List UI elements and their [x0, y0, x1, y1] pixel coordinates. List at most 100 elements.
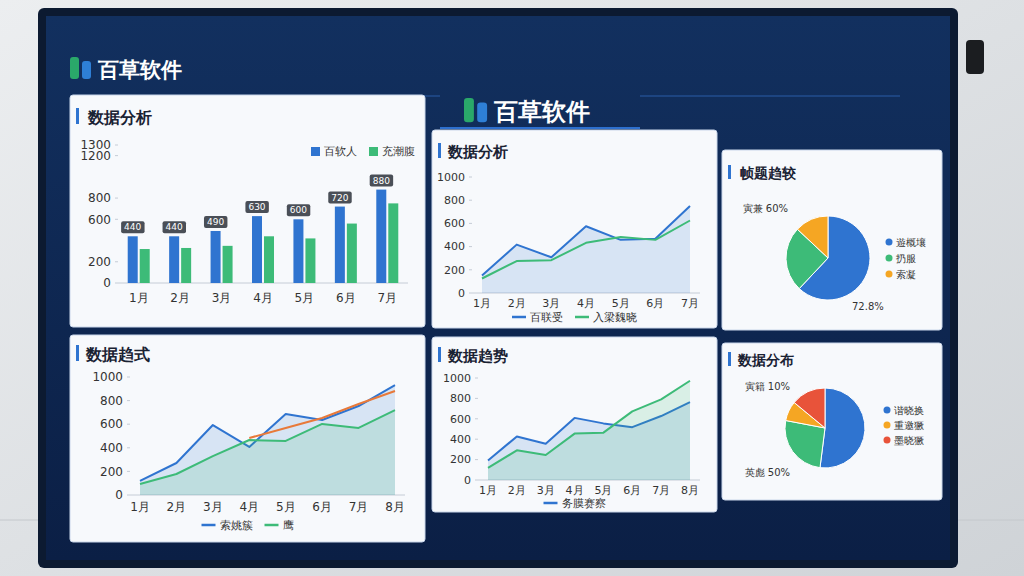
line	[482, 221, 690, 279]
data-label: 490	[207, 217, 224, 227]
area-fill	[140, 385, 395, 495]
legend-swatch	[884, 422, 891, 429]
logo-icon	[82, 61, 91, 79]
legend-swatch	[265, 524, 279, 527]
bar	[223, 246, 233, 283]
y-tick	[127, 471, 130, 472]
y-tick	[115, 283, 118, 284]
logo-text: 百草软件	[97, 58, 182, 82]
x-tick-label: 5月	[612, 297, 630, 310]
legend: 索姚簇鹰	[202, 519, 294, 532]
plot-marks	[482, 206, 690, 293]
pie-slice	[820, 388, 865, 468]
y-tick	[469, 269, 472, 270]
bar	[252, 216, 262, 283]
line	[140, 410, 395, 484]
x-tick-label: 7月	[377, 291, 397, 305]
y-tick	[127, 377, 130, 378]
y-tick	[127, 447, 130, 448]
y-tick-label: 200	[444, 264, 465, 277]
panel	[70, 335, 425, 542]
legend-swatch	[512, 316, 526, 319]
data-label-bg	[370, 175, 393, 187]
y-tick	[115, 145, 118, 146]
y-tick	[127, 424, 130, 425]
y-tick-label: 600	[444, 217, 465, 230]
x-tick-label: 1月	[479, 484, 497, 497]
legend-label: 重邀獗	[894, 420, 924, 431]
panel-title: 帧题趋较	[740, 165, 797, 181]
x-tick-label: 5月	[276, 500, 296, 514]
legend-swatch	[886, 239, 893, 246]
data-label-bg	[121, 221, 144, 233]
pie-slice	[785, 421, 825, 468]
bar	[388, 203, 398, 283]
data-label: 600	[290, 205, 307, 215]
panel-title: 数据分布	[737, 352, 794, 368]
y-tick	[115, 198, 118, 199]
bar	[211, 231, 221, 283]
legend-swatch	[311, 147, 320, 156]
data-labels: 440440490630600720880	[121, 175, 393, 234]
legend-swatch	[575, 316, 589, 319]
y-tick	[469, 200, 472, 201]
y-tick	[475, 378, 478, 379]
x-tick-label: 1月	[129, 291, 149, 305]
legend-swatch	[886, 271, 893, 278]
panel	[432, 130, 717, 328]
legend: 百软人充潮腹	[311, 145, 415, 158]
header-rule	[640, 96, 900, 97]
legend-label: 扔服	[895, 253, 916, 264]
x-tick-label: 8月	[681, 484, 699, 497]
annotation: 72.8%	[852, 301, 884, 312]
y-tick-label: 1000	[437, 171, 465, 184]
y-tick-label: 600	[88, 213, 111, 227]
x-tick-label: 5月	[295, 291, 315, 305]
data-label: 630	[248, 202, 265, 212]
dashboard-title: 百草软件	[493, 98, 590, 126]
legend-label: 百联受	[530, 311, 563, 324]
spotlight	[966, 40, 984, 74]
header-glow	[440, 127, 640, 129]
legend: 务膜赛察	[544, 497, 606, 510]
data-label: 720	[331, 193, 348, 203]
pie-slice	[794, 388, 825, 428]
y-tick-label: 800	[100, 394, 123, 408]
legend-swatch	[886, 255, 893, 262]
legend-label: 索凝	[896, 269, 916, 280]
y-tick	[115, 155, 118, 156]
y-tick-label: 1000	[92, 370, 123, 384]
y-tick-label: 600	[450, 413, 471, 426]
x-tick-label: 3月	[212, 291, 232, 305]
area-fill	[482, 206, 690, 293]
y-tick	[475, 459, 478, 460]
y-tick-label: 0	[464, 474, 471, 487]
data-label: 440	[124, 222, 141, 232]
y-tick	[475, 439, 478, 440]
y-tick	[469, 293, 472, 294]
bar	[140, 249, 150, 283]
logo-icon	[477, 102, 487, 122]
title-accent	[438, 143, 441, 158]
panel-title: 数据趋式	[85, 345, 150, 364]
y-tick-label: 800	[444, 194, 465, 207]
plot-marks	[488, 381, 690, 480]
area-fill	[140, 410, 395, 495]
pie-slice	[797, 216, 828, 258]
y-tick-label: 400	[100, 441, 123, 455]
bar	[181, 248, 191, 283]
legend-swatch	[369, 147, 378, 156]
area-fill	[488, 381, 690, 480]
bar	[305, 238, 315, 283]
x-tick-label: 7月	[652, 484, 670, 497]
legend-label: 充潮腹	[382, 145, 415, 158]
y-tick	[127, 495, 130, 496]
panel	[722, 150, 942, 330]
y-tick-label: 1300	[80, 138, 111, 152]
legend-swatch	[544, 502, 558, 505]
y-tick	[127, 400, 130, 401]
y-tick-label: 0	[458, 287, 465, 300]
legend-label: 鹰	[283, 519, 294, 532]
annotation: 寅兼 60%	[743, 203, 788, 214]
legend-swatch	[884, 437, 891, 444]
